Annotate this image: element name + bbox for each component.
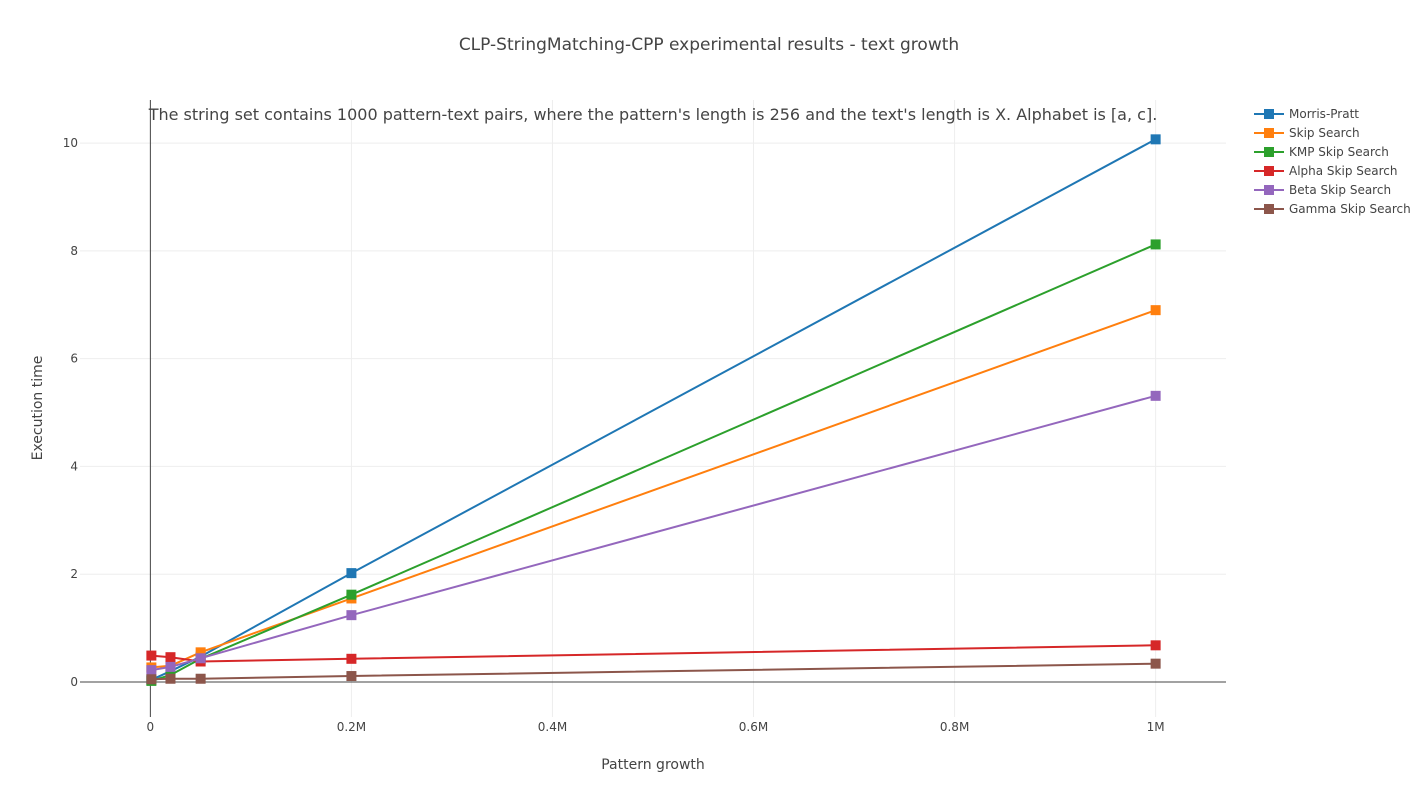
x-tick-label: 0.6M [739,720,768,734]
legend-label: KMP Skip Search [1289,145,1389,159]
grid-layer [80,100,1226,717]
x-tick-label: 0 [147,720,155,734]
x-tick-label: 1M [1147,720,1165,734]
legend-marker [1264,147,1274,157]
data-point [195,673,206,684]
legend-marker [1264,128,1274,138]
chart-title: CLP-StringMatching-CPP experimental resu… [459,35,959,55]
legend-label: Alpha Skip Search [1289,164,1398,178]
series-line [151,662,1156,681]
x-tick-label: 0.2M [337,720,366,734]
y-tick-label: 6 [70,352,78,366]
legend[interactable]: Morris-Pratt Skip Search KMP Skip Search Al… [1254,107,1411,216]
data-point [1150,239,1161,250]
series-beta-skip-search [146,390,1161,676]
legend-label: Gamma Skip Search [1289,202,1411,216]
data-point [146,650,157,661]
data-point [346,671,357,682]
legend-label: Beta Skip Search [1289,183,1391,197]
series-line [151,394,1156,672]
legend-item[interactable]: Skip Search [1254,126,1360,140]
data-point [1150,658,1161,669]
axis-layer: 0 0.2M 0.4M 0.6M 0.8M 1M 0 2 4 6 8 10 [63,100,1226,734]
data-point [346,589,357,600]
y-tick-label: 8 [70,244,78,258]
data-point [1150,134,1161,145]
y-axis-title: Execution time [30,356,46,461]
legend-marker [1264,185,1274,195]
y-tick-label: 0 [70,675,78,689]
data-point [165,652,176,663]
legend-marker [1264,109,1274,119]
y-tick-label: 10 [63,136,78,150]
series-gamma-skip-search [146,658,1161,685]
data-point [165,673,176,684]
chart-annotation: The string set contains 1000 pattern-tex… [148,105,1158,124]
legend-marker [1264,166,1274,176]
series-line [151,644,1156,663]
data-point [1150,640,1161,651]
data-point [165,661,176,672]
series-alpha-skip-search [146,640,1161,667]
legend-label: Morris-Pratt [1289,107,1359,121]
data-point [346,610,357,621]
series-line [151,309,1156,669]
data-point [1150,305,1161,316]
x-tick-label: 0.8M [940,720,969,734]
legend-item[interactable]: Alpha Skip Search [1254,164,1398,178]
legend-item[interactable]: Gamma Skip Search [1254,202,1411,216]
legend-marker [1264,204,1274,214]
series-line [151,243,1156,682]
x-tick-label: 0.4M [538,720,567,734]
legend-label: Skip Search [1289,126,1360,140]
y-tick-label: 4 [70,459,78,473]
data-point [195,653,206,664]
legend-item[interactable]: Beta Skip Search [1254,183,1391,197]
y-tick-label: 2 [70,567,78,581]
x-axis-title: Pattern growth [601,757,705,773]
data-point [146,665,157,676]
legend-item[interactable]: KMP Skip Search [1254,145,1389,159]
data-point [346,568,357,579]
data-point [1150,390,1161,401]
data-point [195,647,206,658]
data-point [346,653,357,664]
series-layer [146,134,1161,686]
series-kmp-skip-search [146,239,1161,686]
data-point [146,674,157,685]
legend-item[interactable]: Morris-Pratt [1254,107,1359,121]
series-morris-pratt [146,134,1161,685]
series-line [150,138,1157,681]
